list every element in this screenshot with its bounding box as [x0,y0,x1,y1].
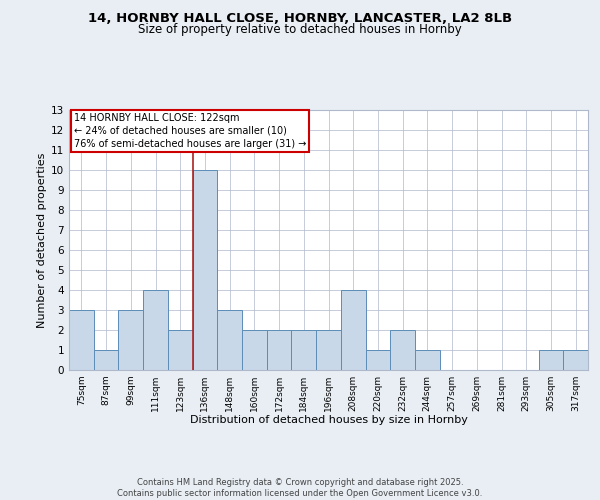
Bar [316,330,341,370]
Bar [365,350,390,370]
Bar [341,290,365,370]
Bar [242,330,267,370]
Text: 14 HORNBY HALL CLOSE: 122sqm
← 24% of detached houses are smaller (10)
76% of se: 14 HORNBY HALL CLOSE: 122sqm ← 24% of de… [74,112,307,149]
Bar [539,350,563,370]
Text: Contains HM Land Registry data © Crown copyright and database right 2025.
Contai: Contains HM Land Registry data © Crown c… [118,478,482,498]
Bar [217,310,242,370]
Bar [390,330,415,370]
Bar [69,310,94,370]
Bar [143,290,168,370]
X-axis label: Distribution of detached houses by size in Hornby: Distribution of detached houses by size … [190,416,467,426]
Text: Size of property relative to detached houses in Hornby: Size of property relative to detached ho… [138,22,462,36]
Bar [415,350,440,370]
Text: 14, HORNBY HALL CLOSE, HORNBY, LANCASTER, LA2 8LB: 14, HORNBY HALL CLOSE, HORNBY, LANCASTER… [88,12,512,26]
Bar [267,330,292,370]
Bar [94,350,118,370]
Bar [118,310,143,370]
Bar [168,330,193,370]
Bar [292,330,316,370]
Bar [563,350,588,370]
Y-axis label: Number of detached properties: Number of detached properties [37,152,47,328]
Bar [193,170,217,370]
